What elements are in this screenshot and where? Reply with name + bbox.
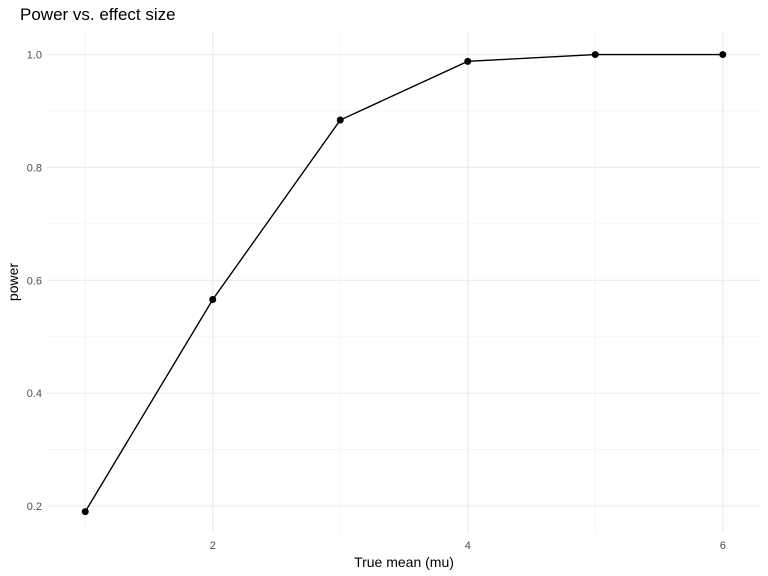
data-point [464, 57, 472, 65]
grid-lines [47, 32, 761, 532]
y-tick-label: 0.6 [27, 275, 42, 287]
chart-title: Power vs. effect size [20, 5, 176, 24]
y-tick-label: 0.8 [27, 162, 42, 174]
x-axis-title: True mean (mu) [354, 554, 454, 570]
axis-ticks: 2 4 6 0.2 0.4 0.6 0.8 1.0 [27, 50, 726, 552]
y-tick-label: 1.0 [27, 50, 42, 62]
data-point [336, 116, 344, 124]
y-tick-label: 0.4 [27, 388, 42, 400]
series-line [84, 53, 723, 513]
x-tick-label: 6 [720, 540, 726, 552]
data-point [81, 508, 89, 516]
data-point [209, 295, 217, 303]
y-tick-label: 0.2 [27, 501, 42, 513]
y-axis-title: power [5, 263, 21, 301]
data-series [81, 51, 727, 516]
x-tick-label: 2 [210, 540, 216, 552]
x-tick-label: 4 [465, 540, 471, 552]
data-point [719, 51, 727, 59]
data-point [591, 51, 599, 59]
